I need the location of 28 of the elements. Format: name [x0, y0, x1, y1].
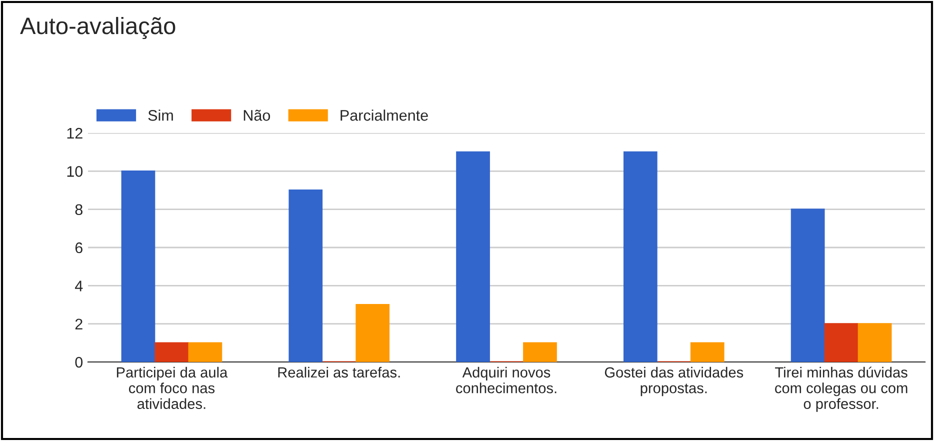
y-tick-label: 10: [67, 166, 83, 177]
bar: [356, 304, 390, 362]
y-tick-label: 6: [75, 242, 82, 254]
legend-label: Sim: [148, 110, 173, 121]
chart-title: Auto-avaliação: [20, 16, 176, 40]
bar: [824, 323, 858, 362]
bar: [188, 342, 222, 362]
x-tick-label: Participei da aula com foco nas atividades.: [116, 366, 228, 409]
bar: [456, 151, 490, 362]
bar: [154, 342, 189, 362]
legend-label: Parcialmente: [340, 110, 428, 121]
x-tick-label: Adquiri novos conhecimentos.: [456, 366, 556, 394]
bar: [858, 323, 892, 362]
bar: [121, 170, 156, 362]
y-tick-label: 0: [75, 356, 83, 368]
x-tick-label: Gostei das atividades propostas.: [604, 366, 744, 396]
bar: [523, 342, 557, 362]
y-tick-label: 4: [74, 280, 83, 292]
y-tick-label: 8: [75, 204, 82, 216]
x-tick-label: Tirei minhas dúvidas com colegas ou com o professor.: [775, 366, 908, 412]
bar: [790, 208, 825, 362]
bar: [623, 151, 658, 362]
x-tick-label: Realizei as tarefas.: [278, 366, 400, 378]
bar: [690, 342, 724, 362]
y-tick-label: 2: [75, 318, 82, 330]
bar: [288, 190, 323, 362]
y-tick-label: 12: [67, 128, 82, 139]
legend-label: Não: [244, 110, 270, 121]
